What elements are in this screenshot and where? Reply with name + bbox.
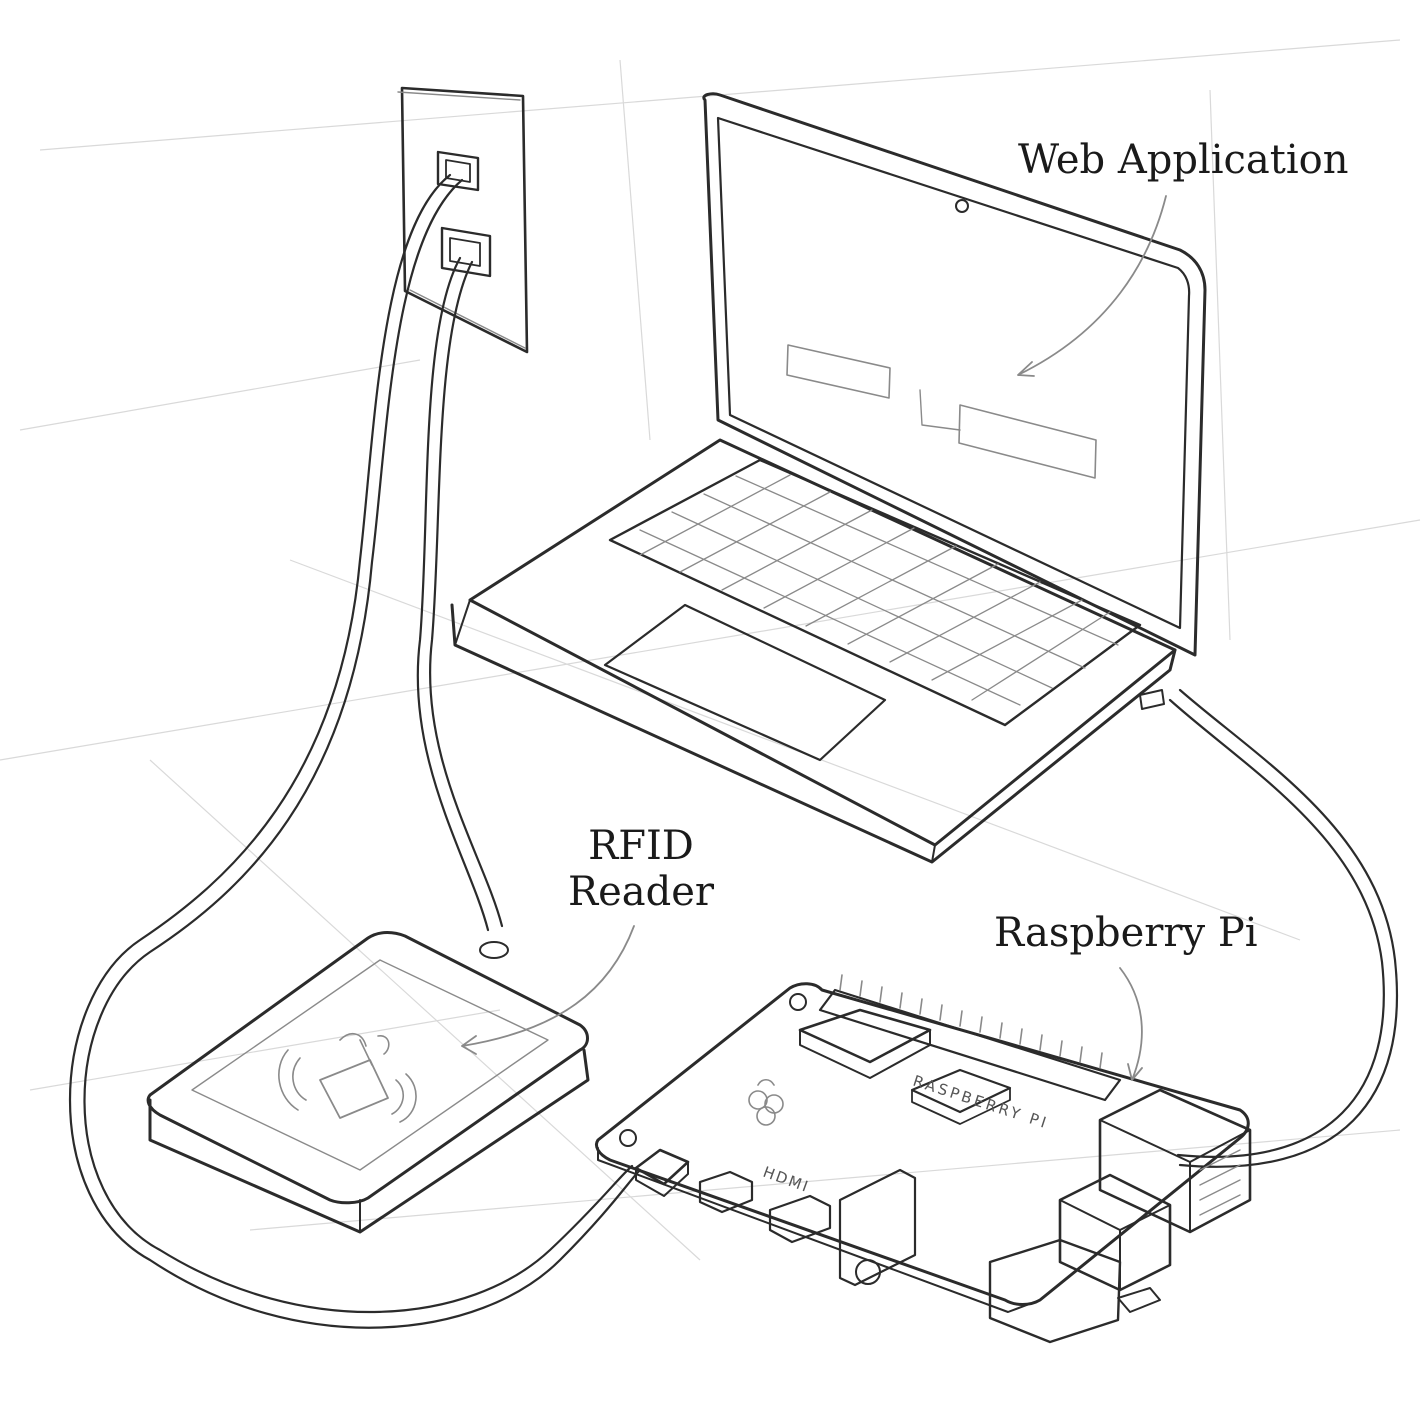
label-pointer-arrows bbox=[461, 195, 1167, 1081]
cable-outlet-to-raspberry-pi bbox=[69, 173, 642, 1329]
processor-chip bbox=[798, 1008, 932, 1079]
web-application-screen bbox=[786, 344, 1097, 479]
ethernet-port bbox=[1058, 1173, 1172, 1292]
laptop bbox=[450, 92, 1207, 864]
hdmi-port bbox=[698, 1170, 832, 1244]
usb-ports-stack bbox=[1098, 1088, 1252, 1234]
label-web-application: Web Application bbox=[1018, 137, 1349, 183]
outlet-port-top bbox=[436, 150, 480, 192]
cable-laptop-to-raspberry-pi bbox=[1168, 688, 1399, 1168]
audio-jack-icon bbox=[855, 1259, 881, 1285]
laptop-keyboard bbox=[608, 458, 1142, 727]
raspberry-logo-icon bbox=[748, 1078, 784, 1126]
wall-outlet bbox=[397, 86, 529, 354]
power-connector bbox=[634, 1148, 690, 1197]
usb-plug bbox=[988, 1238, 1161, 1344]
gpio-header bbox=[818, 974, 1122, 1102]
board-hdmi-label: HDMI bbox=[761, 1163, 812, 1196]
cable-outlet-to-rfid-reader bbox=[416, 256, 504, 932]
web-application-arrow bbox=[1017, 195, 1167, 377]
outlet-port-bottom bbox=[440, 226, 492, 278]
laptop-screen-lid bbox=[702, 92, 1207, 657]
label-rfid-line1: RFID bbox=[588, 823, 694, 869]
mounting-hole-icon bbox=[789, 993, 807, 1011]
rfid-reader bbox=[146, 931, 590, 1234]
laptop-base bbox=[450, 438, 1177, 864]
laptop-trackpad bbox=[603, 603, 887, 762]
rfid-tap-icon bbox=[278, 1033, 417, 1123]
raspberry-pi-board: RASPBERRY PI HDMI bbox=[595, 974, 1252, 1344]
raspberry-pi-arrow bbox=[1119, 967, 1143, 1081]
label-rfid-reader: RFID Reader bbox=[566, 823, 716, 915]
camera-connector bbox=[838, 1168, 917, 1287]
rfid-cable-grommet bbox=[479, 941, 509, 959]
webcam-icon bbox=[955, 199, 969, 213]
ram-chip bbox=[910, 1068, 1012, 1125]
laptop-usb-port bbox=[1139, 689, 1165, 710]
label-raspberry-pi: Raspberry Pi bbox=[994, 910, 1258, 956]
board-silkscreen-label: RASPBERRY PI bbox=[911, 1072, 1051, 1133]
rfid-reader-arrow bbox=[461, 925, 635, 1055]
mounting-hole-icon bbox=[619, 1129, 637, 1147]
label-rfid-line2: Reader bbox=[567, 869, 715, 915]
